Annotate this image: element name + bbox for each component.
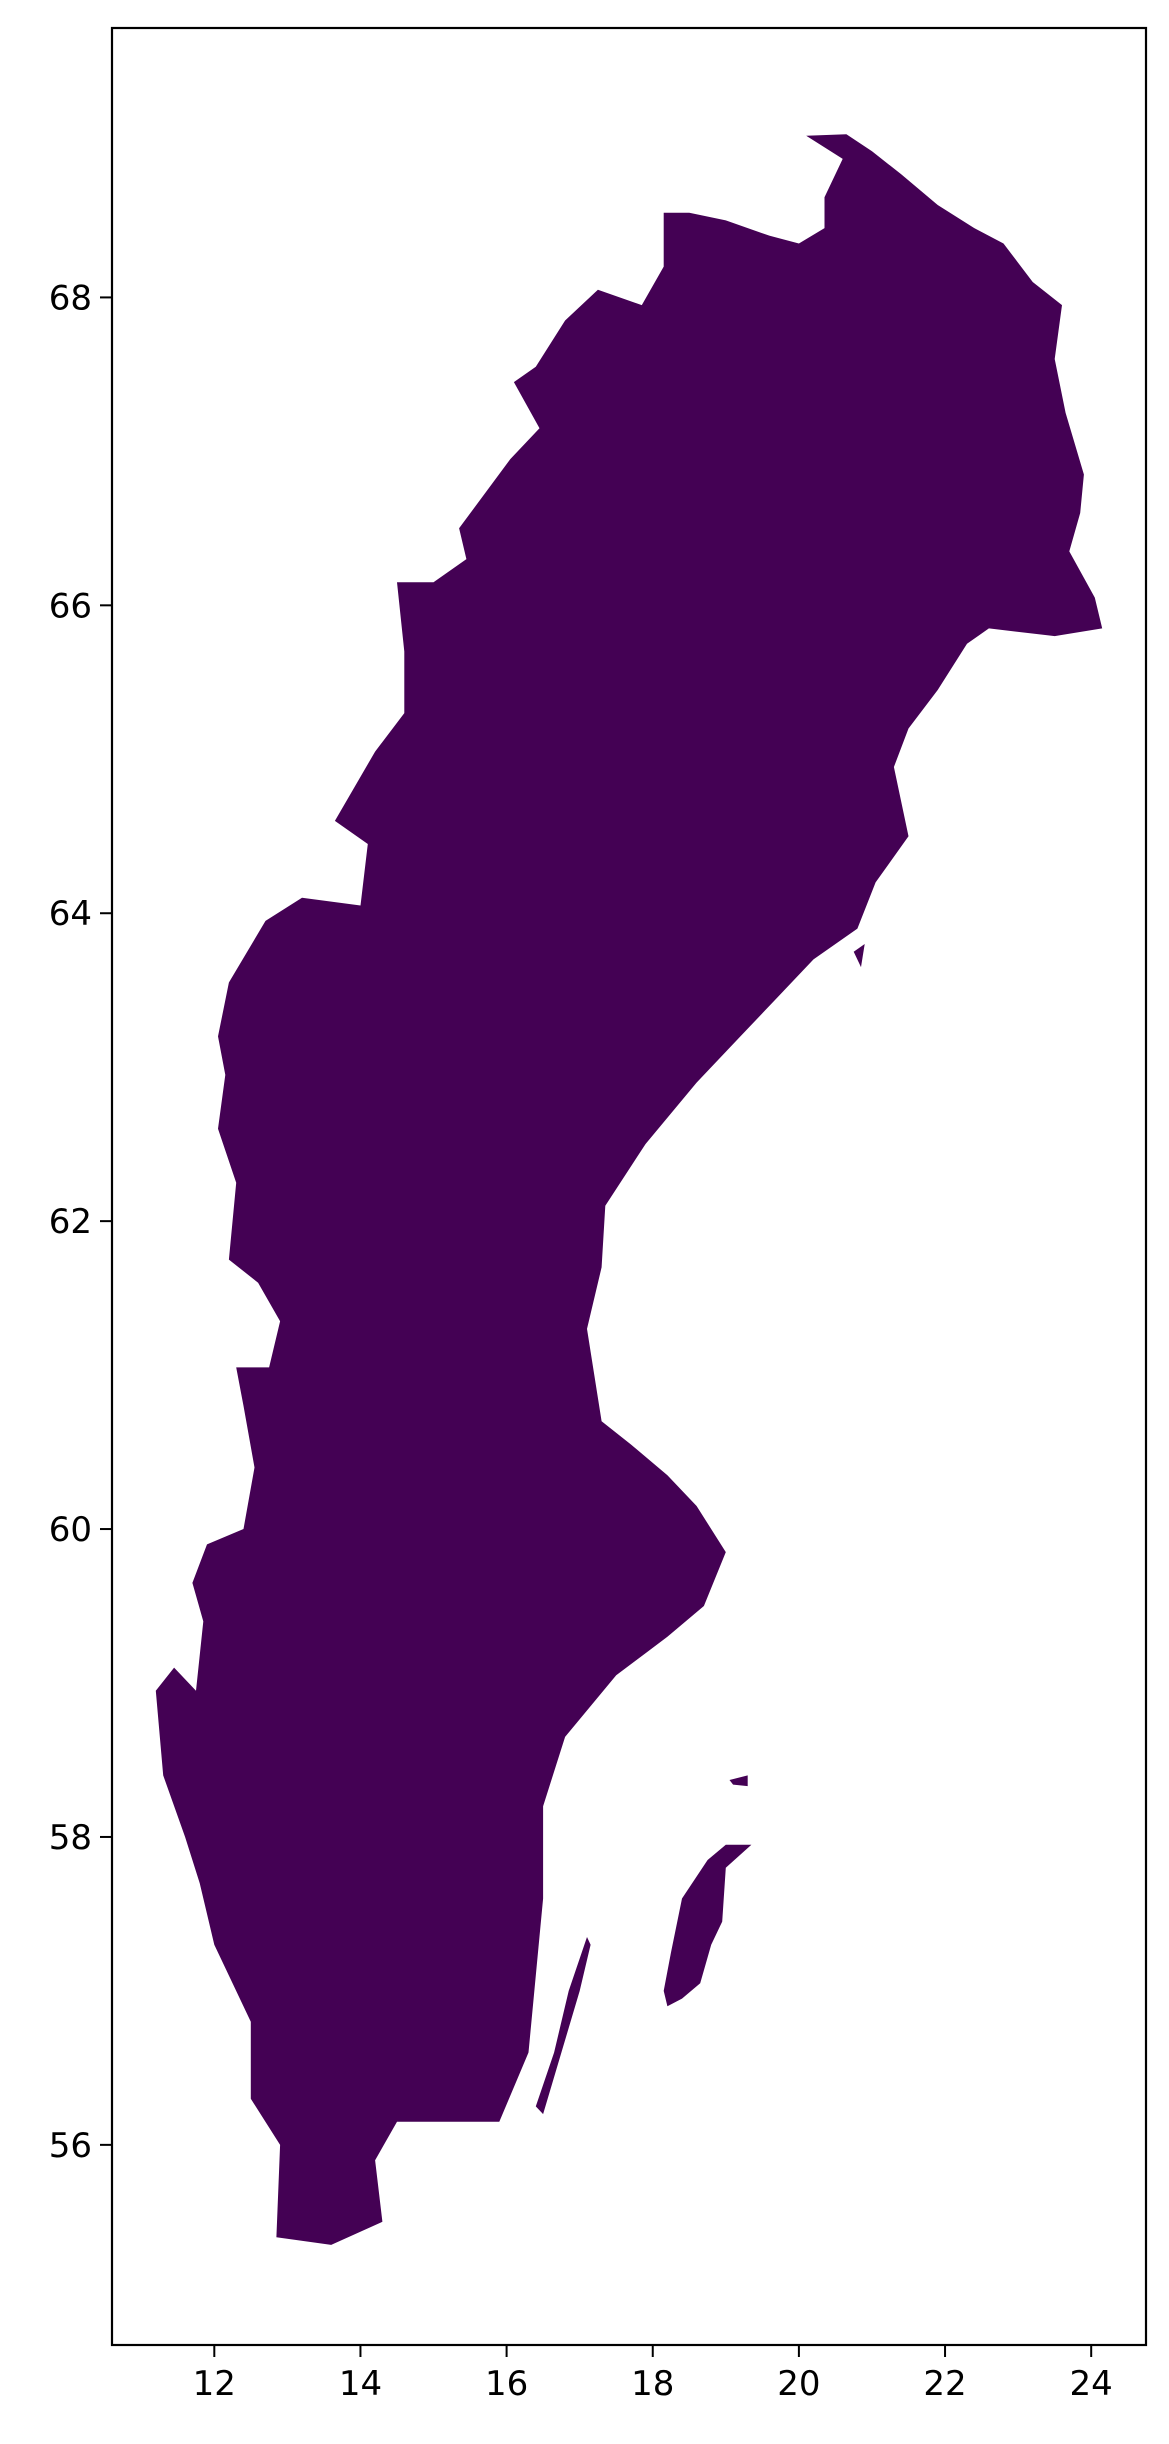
axes-frame	[110, 26, 1148, 2347]
x-tick-label: 24	[1070, 2364, 1113, 2404]
x-tick-label: 16	[485, 2364, 528, 2404]
island-shape	[663, 1844, 752, 2007]
y-axis: 56 58 60 62 64 66 68	[49, 278, 112, 2166]
y-tick-label: 58	[49, 1818, 92, 1858]
plot-area	[155, 134, 1103, 2245]
x-tick-label: 20	[777, 2364, 820, 2404]
island-shape	[729, 1775, 748, 1787]
island-shape	[853, 944, 865, 968]
y-tick-label: 64	[49, 894, 92, 934]
x-tick-label: 18	[631, 2364, 674, 2404]
y-tick-label: 62	[49, 1202, 92, 1242]
x-tick-label: 14	[339, 2364, 382, 2404]
island-shape	[535, 1937, 591, 2115]
y-tick-label: 56	[49, 2126, 92, 2166]
x-tick-label: 22	[923, 2364, 966, 2404]
y-tick-label: 60	[49, 1510, 92, 1550]
y-tick-label: 68	[49, 278, 92, 318]
y-tick-label: 66	[49, 586, 92, 626]
x-axis: 12 14 16 18 20 22 24	[193, 2345, 1113, 2404]
sweden-mainland-shape	[155, 134, 1103, 2245]
x-tick-label: 12	[193, 2364, 236, 2404]
